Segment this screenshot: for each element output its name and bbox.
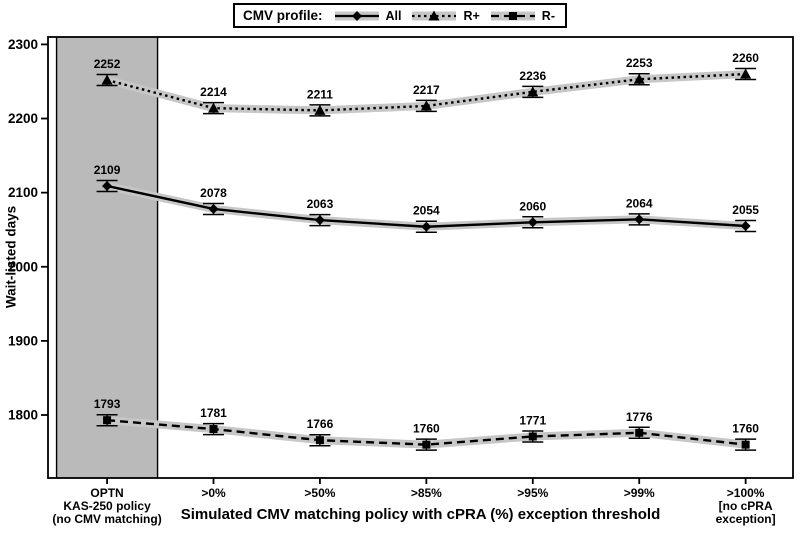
point-value-label: 1766: [307, 417, 334, 431]
point-value-label: 1776: [626, 410, 653, 424]
x-category-label: >99%: [624, 486, 655, 500]
diamond-marker-icon: [314, 215, 325, 226]
point-value-label: 2055: [732, 203, 759, 217]
triangle-marker-icon: [527, 86, 539, 97]
square-marker-icon: [422, 440, 431, 449]
legend-label-R-: R-: [541, 8, 556, 23]
x-category-label: >50%: [304, 486, 335, 500]
triangle-marker-icon: [420, 100, 432, 111]
point-value-label: 2236: [519, 69, 546, 83]
x-category-label: >85%: [411, 486, 442, 500]
point-value-label: 2214: [200, 85, 227, 99]
point-value-label: 1760: [413, 422, 440, 436]
point-value-label: 1760: [732, 422, 759, 436]
diamond-marker-icon: [634, 214, 645, 225]
triangle-marker-icon: [101, 74, 113, 85]
legend-sample-R-: [490, 11, 535, 20]
legend-items: All R+ R-: [333, 9, 555, 23]
point-value-label: 1793: [94, 397, 121, 411]
y-tick-label: 1900: [8, 333, 38, 348]
series-R-: 1793 1781 1766 1760 1771 1776 1760: [94, 397, 759, 451]
x-category-label: OPTN KAS-250 policy (no CMV matching): [52, 486, 161, 526]
legend-item-R-: R-: [490, 9, 555, 23]
point-value-label: 2054: [413, 204, 440, 218]
diamond-marker-icon: [351, 10, 362, 21]
legend-sample-R+: [412, 10, 457, 20]
point-value-label: 2060: [519, 199, 546, 213]
triangle-marker-icon: [314, 104, 326, 115]
point-value-label: 2252: [94, 57, 121, 71]
triangle-marker-icon: [633, 73, 645, 84]
point-value-label: 1781: [200, 406, 227, 420]
y-tick-label: 2300: [8, 37, 38, 52]
x-category-label: >100% [no cPRA exception]: [716, 486, 776, 526]
series-All: 2109 2078 2063 2054 2060 2064 2055: [94, 163, 759, 233]
y-tick-label: 2000: [8, 259, 38, 274]
point-value-label: 2217: [413, 83, 440, 97]
chart-legend: CMV profile: All R+ R-: [232, 3, 568, 28]
triangle-marker-icon: [428, 10, 440, 20]
point-value-label: 2260: [732, 51, 759, 65]
square-marker-icon: [315, 436, 324, 445]
x-axis: OPTN KAS-250 policy (no CMV matching) >0% >5…: [52, 478, 776, 526]
point-value-label: 2109: [94, 163, 121, 177]
x-axis-title: Simulated CMV matching policy with cPRA …: [180, 506, 661, 523]
diamond-marker-icon: [421, 221, 432, 232]
square-marker-icon: [103, 416, 112, 425]
point-value-label: 2078: [200, 186, 227, 200]
point-value-label: 2211: [307, 87, 333, 101]
x-category-label: >95%: [517, 486, 548, 500]
diamond-marker-icon: [740, 221, 751, 231]
square-marker-icon: [528, 432, 537, 441]
square-marker-icon: [741, 440, 750, 449]
diamond-marker-icon: [527, 217, 538, 228]
point-value-label: 1771: [519, 413, 546, 427]
point-value-label: 2064: [626, 196, 653, 210]
plot-frame: [47, 36, 794, 479]
square-marker-icon: [635, 428, 644, 437]
y-axis: 1800 1900 2000 2100 2200 2300: [8, 37, 48, 423]
legend-label-R+: R+: [463, 8, 480, 23]
legend-sample-All: [334, 10, 379, 21]
legend-label-All: All: [385, 8, 402, 23]
square-marker-icon: [209, 425, 218, 434]
square-marker-icon: [508, 11, 517, 20]
y-tick-label: 2200: [8, 111, 38, 126]
legend-item-All: All: [333, 9, 401, 23]
triangle-marker-icon: [740, 68, 752, 79]
y-tick-label: 1800: [8, 408, 38, 423]
shaded-region-optn-policy: [55, 37, 159, 478]
legend-title: CMV profile:: [242, 8, 323, 23]
point-value-label: 2253: [626, 56, 653, 70]
legend-item-R+: R+: [411, 8, 480, 23]
point-value-label: 2063: [307, 197, 334, 211]
x-category-label: >0%: [201, 486, 226, 500]
diamond-marker-icon: [208, 203, 219, 214]
y-tick-label: 2100: [8, 185, 38, 200]
diamond-marker-icon: [102, 180, 113, 191]
series-R+: 2252 2214 2211 2217 2236 2253 2260: [94, 51, 759, 117]
triangle-marker-icon: [207, 102, 219, 113]
y-axis-title: Wait-listed days: [3, 205, 19, 309]
